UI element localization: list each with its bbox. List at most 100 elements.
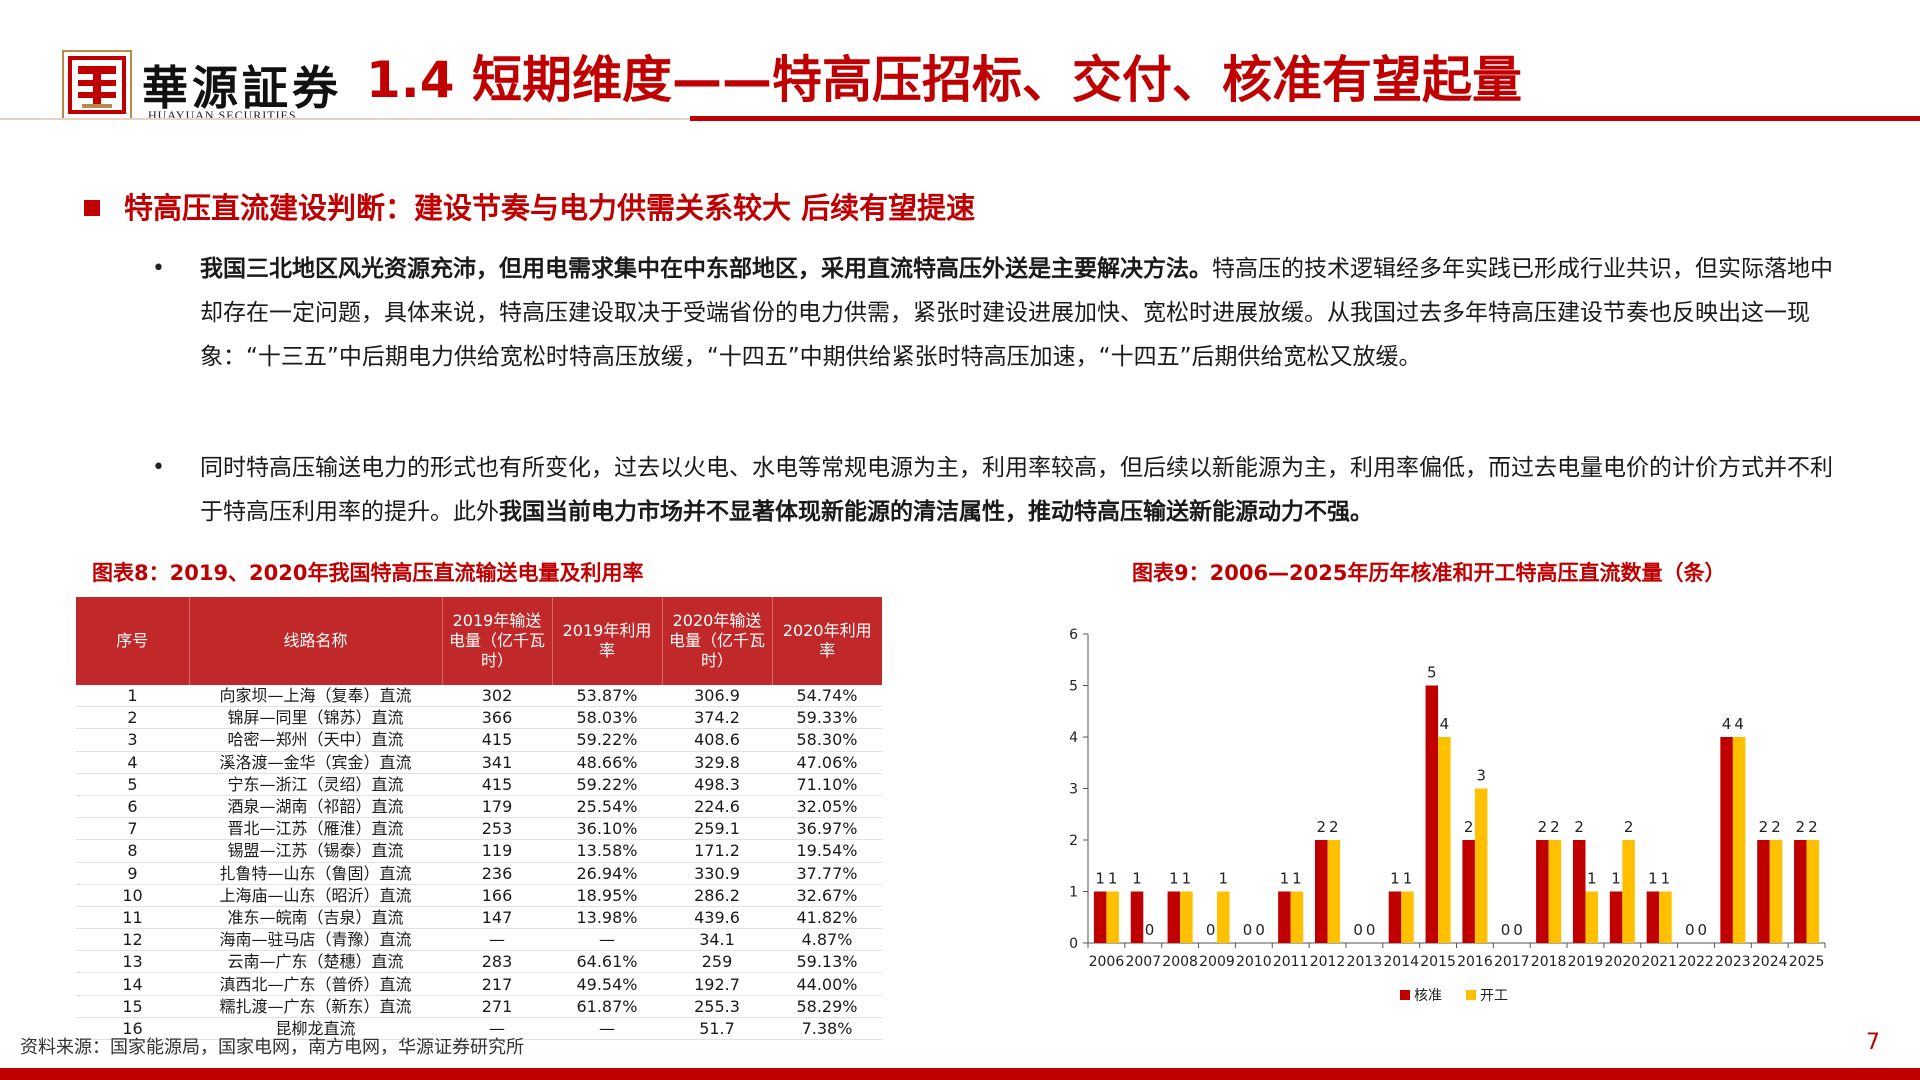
x-tick-label: 2018 [1531, 954, 1567, 970]
y-tick-label: 0 [1069, 936, 1078, 952]
x-tick-label: 2006 [1089, 954, 1125, 970]
x-tick-label: 2016 [1457, 954, 1493, 970]
table-header-cell: 序号 [76, 597, 190, 685]
bar-data-label: 1 [1218, 870, 1228, 888]
bar-data-label: 2 [1624, 818, 1634, 836]
bar-started [1548, 840, 1562, 943]
table-cell: 271 [442, 995, 552, 1018]
bar-data-label: 1 [1587, 870, 1597, 888]
x-tick-label: 2025 [1789, 954, 1825, 970]
legend-swatch [1466, 990, 1476, 1000]
table-cell: 26.94% [552, 862, 662, 885]
table-row: 6 酒泉—湖南（祁韶）直流 179 25.54% 224.6 32.05% [76, 795, 882, 819]
table-row: 2 锦屏—同里（锦苏）直流 366 58.03% 374.2 59.33% [76, 706, 882, 730]
table-cell: 32.67% [772, 884, 882, 907]
x-tick-label: 2019 [1568, 954, 1604, 970]
table-cell: 昆柳龙直流 [189, 1017, 442, 1041]
bar-approved [1388, 891, 1402, 943]
bar-data-label: 0 [1366, 921, 1376, 939]
table-cell: 7 [76, 817, 189, 841]
table-cell: — [552, 1017, 662, 1041]
table-cell: 滇西北—广东（普侨）直流 [189, 972, 442, 996]
table-cell: 415 [442, 728, 552, 752]
bar-data-label: 0 [1145, 921, 1155, 939]
table-row: 10 上海庙—山东（昭沂）直流 166 18.95% 286.2 32.67% [76, 884, 882, 907]
table-cell: 329.8 [662, 751, 772, 774]
table-cell: 13 [76, 950, 189, 974]
legend-label: 核准 [1414, 988, 1442, 1004]
table-cell: 18.95% [552, 884, 662, 907]
x-tick-label: 2017 [1494, 954, 1530, 970]
page-title: 1.4 短期维度——特高压招标、交付、核准有望起量 [366, 51, 1522, 109]
table-cell: 58.30% [772, 728, 882, 752]
y-tick-label: 2 [1069, 833, 1078, 849]
table-cell: 2 [76, 706, 189, 730]
table-cell: 253 [442, 817, 552, 841]
table-cell: 3 [76, 728, 189, 752]
table-cell: 海南—驻马店（青豫）直流 [189, 928, 442, 952]
table-row: 3 哈密—郑州（天中）直流 415 59.22% 408.6 58.30% [76, 728, 882, 752]
table-cell: 59.22% [552, 728, 662, 752]
table-cell: 147 [442, 906, 552, 930]
table-cell: 341 [442, 751, 552, 774]
y-tick-label: 3 [1069, 782, 1078, 798]
table-cell: 259 [662, 950, 772, 974]
table-cell: 64.61% [552, 950, 662, 974]
table-row: 8 锡盟—江苏（锡泰）直流 119 13.58% 171.2 19.54% [76, 839, 882, 863]
table-cell: 41.82% [772, 906, 882, 930]
table-cell: 54.74% [772, 685, 882, 708]
bar-data-label: 2 [1759, 818, 1769, 836]
bar-data-label: 1 [1182, 870, 1192, 888]
brand-name: 華源証券 [142, 61, 342, 115]
page-number: 7 [1866, 1030, 1880, 1055]
table-row: 1 向家坝—上海（复奉）直流 302 53.87% 306.9 54.74% [76, 685, 882, 708]
bar-started [1806, 840, 1820, 943]
bar-data-label: 2 [1538, 818, 1548, 836]
bar-started [1327, 840, 1341, 943]
bullet-1-text: 特高压的技术逻辑经多年实践已形成行业共识，但实际落地中却存在一定问题，具体来说，… [200, 256, 1833, 370]
table-cell: 408.6 [662, 728, 772, 752]
section-heading: 特高压直流建设判断：建设节奏与电力供需关系较大 后续有望提速 [84, 185, 975, 227]
bar-data-label: 0 [1685, 921, 1695, 939]
bar-data-label: 0 [1206, 921, 1216, 939]
bar-approved [1093, 891, 1107, 943]
table-row: 15 糯扎渡—广东（新东）直流 271 61.87% 255.3 58.29% [76, 995, 882, 1018]
table-header-cell: 2019年利用率 [552, 597, 663, 685]
bar-approved [1130, 891, 1144, 943]
table-row: 16 昆柳龙直流 — —51.7 7.38% [76, 1017, 882, 1041]
title-divider [690, 116, 1920, 121]
source-note: 资料来源：国家能源局，国家电网，南方电网，华源证券研究所 [20, 1037, 524, 1058]
table-cell: 19.54% [772, 839, 882, 863]
bar-started [1622, 840, 1635, 943]
table-cell: 224.6 [662, 795, 772, 819]
table-cell: 4 [76, 751, 189, 774]
table-cell: — [442, 928, 552, 952]
table-cell: 59.13% [772, 950, 882, 974]
bullet-1-bold: 我国三北地区风光资源充沛，但用电需求集中在中东部地区，采用直流特高压外送是主要解… [200, 256, 1212, 282]
table-cell: 374.2 [662, 706, 772, 730]
bar-approved [1794, 840, 1807, 943]
bar-started [1180, 891, 1193, 943]
table-cell: 宁东—浙江（灵绍）直流 [189, 773, 442, 796]
bar-approved [1572, 840, 1586, 943]
table-cell: — [442, 1017, 552, 1041]
table-cell: 59.33% [772, 706, 882, 730]
chart-figure-title: 图表9：2006—2025年历年核准和开工特高压直流数量（条） [1132, 561, 1726, 585]
x-tick-label: 2010 [1236, 954, 1272, 970]
table-cell: 58.03% [552, 706, 662, 730]
bar-data-label: 1 [1280, 870, 1290, 888]
bar-started [1438, 737, 1451, 943]
table-cell: 糯扎渡—广东（新东）直流 [189, 995, 442, 1018]
y-tick-label: 4 [1069, 730, 1078, 746]
table-cell: 47.06% [772, 751, 882, 774]
bar-data-label: 4 [1722, 715, 1732, 733]
table-cell: 1 [76, 685, 189, 708]
table-cell: 向家坝—上海（复奉）直流 [189, 685, 442, 708]
table-cell: 171.2 [662, 839, 772, 863]
bullet-marker: • [152, 455, 165, 480]
table-cell: 10 [76, 884, 189, 907]
table-cell: 119 [442, 839, 552, 863]
bar-approved [1646, 891, 1660, 943]
table-cell: 34.1 [662, 928, 772, 952]
table-cell: 255.3 [662, 995, 772, 1018]
